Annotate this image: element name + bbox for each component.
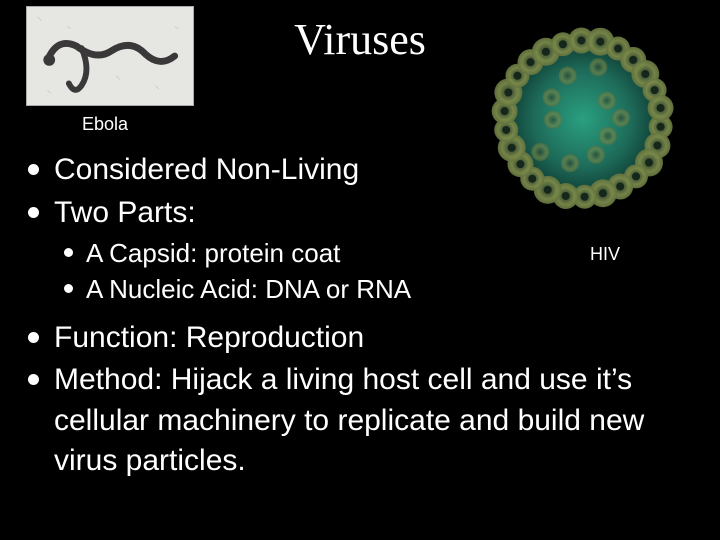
content-body: Considered Non-Living Two Parts: A Capsi… [22,150,698,484]
bullet-capsid: A Capsid: protein coat [22,235,698,271]
ebola-image [26,6,194,106]
bullet-considered-non-living: Considered Non-Living [22,150,698,191]
bullet-two-parts: Two Parts: [22,193,698,234]
spacer [22,308,698,318]
ebola-illustration [27,7,193,105]
slide: Ebola Viruses HIV Consider [0,0,720,540]
slide-title: Viruses [294,14,426,65]
ebola-caption: Ebola [82,114,128,135]
bullet-method: Method: Hijack a living host cell and us… [22,360,698,482]
bullet-nucleic-acid: A Nucleic Acid: DNA or RNA [22,271,698,307]
bullet-function: Function: Reproduction [22,318,698,359]
